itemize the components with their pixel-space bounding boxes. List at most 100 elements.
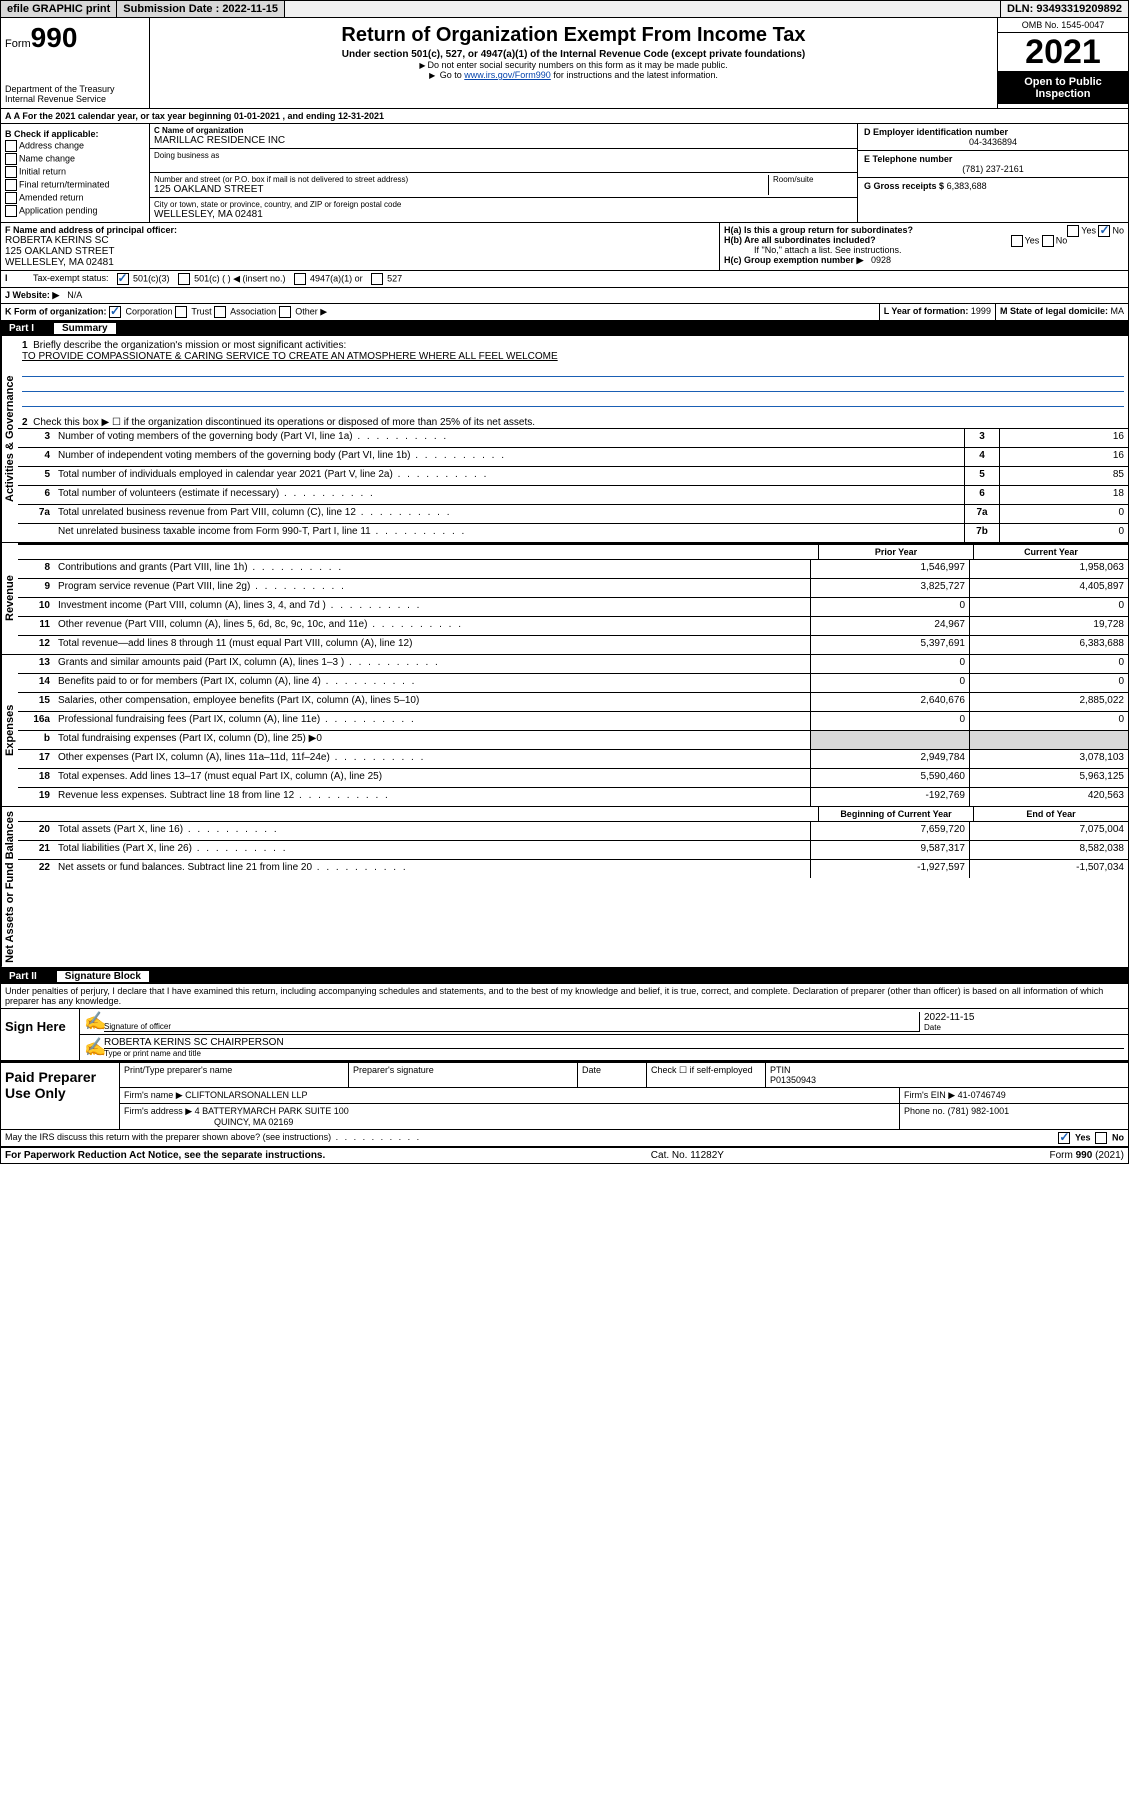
part-1-header: Part I Summary [1, 321, 1128, 336]
header-right: OMB No. 1545-0047 2021 Open to Public In… [997, 18, 1128, 108]
revenue-block: Revenue Prior YearCurrent Year 8Contribu… [1, 543, 1128, 655]
final-return-check[interactable] [5, 179, 17, 191]
other-check[interactable] [279, 306, 291, 318]
officer-sign-name: ROBERTA KERINS SC CHAIRPERSON [104, 1037, 1124, 1048]
l17-prior: 2,949,784 [810, 750, 969, 768]
line4-val: 16 [999, 448, 1128, 466]
l12-curr: 6,383,688 [969, 636, 1128, 654]
4947-check[interactable] [294, 273, 306, 285]
efile-print-button[interactable]: efile GRAPHIC print [1, 1, 117, 17]
l9-curr: 4,405,897 [969, 579, 1128, 597]
hb-no-check[interactable] [1042, 235, 1054, 247]
f-h-block: F Name and address of principal officer:… [1, 223, 1128, 271]
501c-check[interactable] [178, 273, 190, 285]
l16a-curr: 0 [969, 712, 1128, 730]
l9-prior: 3,825,727 [810, 579, 969, 597]
perjury-declaration: Under penalties of perjury, I declare th… [1, 984, 1128, 1009]
ein: 04-3436894 [864, 137, 1122, 147]
l14-curr: 0 [969, 674, 1128, 692]
form-subtitle: Under section 501(c), 527, or 4947(a)(1)… [158, 49, 989, 60]
app-pending-check[interactable] [5, 205, 17, 217]
irs-gov-link[interactable]: www.irs.gov/Form990 [464, 70, 551, 80]
l15-curr: 2,885,022 [969, 693, 1128, 711]
l20-end: 7,075,004 [969, 822, 1128, 840]
ssn-note: Do not enter social security numbers on … [158, 60, 989, 70]
governance-block: Activities & Governance 1 Briefly descri… [1, 336, 1128, 543]
l13-prior: 0 [810, 655, 969, 673]
tax-year: 2021 [998, 33, 1128, 72]
officer-addr1: 125 OAKLAND STREET [5, 246, 715, 257]
expenses-block: Expenses 13Grants and similar amounts pa… [1, 655, 1128, 807]
org-name: MARILLAC RESIDENCE INC [154, 135, 853, 146]
paid-preparer-block: Paid Preparer Use Only Print/Type prepar… [1, 1061, 1128, 1130]
paid-preparer-label: Paid Preparer Use Only [1, 1063, 120, 1129]
open-to-public: Open to Public Inspection [998, 72, 1128, 104]
501c3-check[interactable] [117, 273, 129, 285]
discuss-yes-check[interactable] [1058, 1132, 1070, 1144]
l11-curr: 19,728 [969, 617, 1128, 635]
omb-number: OMB No. 1545-0047 [998, 18, 1128, 33]
assoc-check[interactable] [214, 306, 226, 318]
website-note: Go to www.irs.gov/Form990 for instructio… [158, 70, 989, 80]
l21-begin: 9,587,317 [810, 841, 969, 859]
dln: DLN: 93493319209892 [1000, 1, 1128, 17]
header-left: Form990 Department of the Treasury Inter… [1, 18, 150, 108]
l18-prior: 5,590,460 [810, 769, 969, 787]
trust-check[interactable] [175, 306, 187, 318]
l19-curr: 420,563 [969, 788, 1128, 806]
name-change-check[interactable] [5, 153, 17, 165]
box-c: C Name of organization MARILLAC RESIDENC… [150, 124, 857, 222]
l17-curr: 3,078,103 [969, 750, 1128, 768]
hb-yes-check[interactable] [1011, 235, 1023, 247]
l8-prior: 1,546,997 [810, 560, 969, 578]
identity-block: B Check if applicable: Address change Na… [1, 124, 1128, 223]
527-check[interactable] [371, 273, 383, 285]
l10-curr: 0 [969, 598, 1128, 616]
box-k-l-m: K Form of organization: Corporation Trus… [1, 304, 1128, 321]
form-990-page: Form990 Department of the Treasury Inter… [0, 18, 1129, 1164]
sign-date: 2022-11-15 [924, 1012, 1124, 1023]
l16b-prior [810, 731, 969, 749]
firm-addr: 4 BATTERYMARCH PARK SUITE 100 [195, 1106, 349, 1116]
part-2-header: Part II Signature Block [1, 969, 1128, 984]
discuss-row: May the IRS discuss this return with the… [1, 1130, 1128, 1147]
officer-addr2: WELLESLEY, MA 02481 [5, 257, 715, 268]
l18-curr: 5,963,125 [969, 769, 1128, 787]
group-exemption: 0928 [871, 255, 891, 265]
corp-check[interactable] [109, 306, 121, 318]
l21-end: 8,582,038 [969, 841, 1128, 859]
form-title: Return of Organization Exempt From Incom… [158, 24, 989, 47]
irs-label: Internal Revenue Service [5, 94, 145, 104]
ha-yes-check[interactable] [1067, 225, 1079, 237]
top-bar: efile GRAPHIC print Submission Date : 20… [0, 0, 1129, 18]
cat-no: Cat. No. 11282Y [651, 1150, 724, 1161]
l19-prior: -192,769 [810, 788, 969, 806]
l14-prior: 0 [810, 674, 969, 692]
amended-check[interactable] [5, 192, 17, 204]
mission-text: TO PROVIDE COMPASSIONATE & CARING SERVIC… [22, 351, 1124, 362]
line6-val: 18 [999, 486, 1128, 504]
l22-begin: -1,927,597 [810, 860, 969, 878]
dept-label: Department of the Treasury [5, 84, 145, 94]
l20-begin: 7,659,720 [810, 822, 969, 840]
initial-return-check[interactable] [5, 166, 17, 178]
website-value: N/A [63, 288, 86, 303]
net-assets-label: Net Assets or Fund Balances [1, 807, 18, 967]
addr-change-check[interactable] [5, 140, 17, 152]
governance-label: Activities & Governance [1, 336, 18, 542]
discuss-no-check[interactable] [1095, 1132, 1107, 1144]
line7a-val: 0 [999, 505, 1128, 523]
ha-no-check[interactable] [1098, 225, 1110, 237]
line5-val: 85 [999, 467, 1128, 485]
revenue-label: Revenue [1, 543, 18, 654]
box-b: B Check if applicable: Address change Na… [1, 124, 150, 222]
form-number: 990 [31, 22, 78, 53]
sign-here-block: Sign Here ✍ Signature of officer 2022-11… [1, 1009, 1128, 1061]
org-city: WELLESLEY, MA 02481 [154, 209, 853, 220]
l10-prior: 0 [810, 598, 969, 616]
box-d-e-g: D Employer identification number 04-3436… [857, 124, 1128, 222]
paperwork-notice: For Paperwork Reduction Act Notice, see … [5, 1150, 325, 1161]
ptin: P01350943 [770, 1075, 816, 1085]
l12-prior: 5,397,691 [810, 636, 969, 654]
form-header: Form990 Department of the Treasury Inter… [1, 18, 1128, 109]
